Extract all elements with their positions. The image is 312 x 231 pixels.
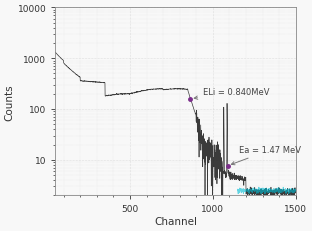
- X-axis label: Channel: Channel: [154, 216, 197, 226]
- Text: Ea = 1.47 MeV: Ea = 1.47 MeV: [231, 146, 301, 165]
- Text: ELi = 0.840MeV: ELi = 0.840MeV: [194, 87, 269, 100]
- Y-axis label: Counts: Counts: [5, 84, 15, 120]
